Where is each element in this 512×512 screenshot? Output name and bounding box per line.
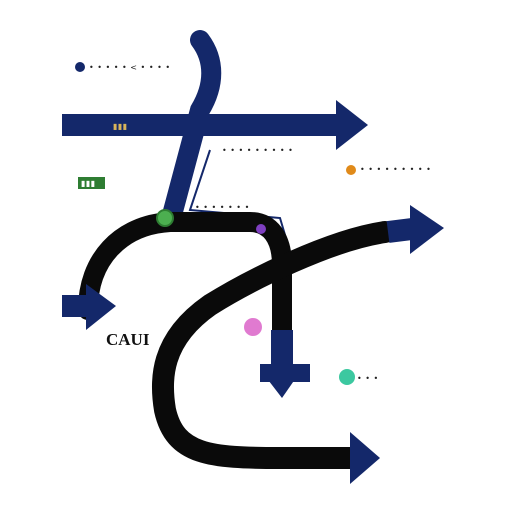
node-dot-icon [244, 318, 262, 336]
arrow-right-icon [350, 432, 380, 484]
navy-marker-label: ▮▮▮ [113, 122, 128, 131]
green-tag [78, 177, 105, 189]
arrow-right-icon [410, 205, 444, 254]
node-dot-icon [256, 224, 266, 234]
green-tag-label: ▮▮▮ [81, 179, 96, 188]
bottom-right-label: • • • [357, 374, 379, 383]
node-dot-icon [156, 209, 174, 227]
center-mid-label: • • • • • • • [195, 203, 250, 212]
arrow-right-icon [336, 100, 368, 150]
node-dot-icon [75, 62, 85, 72]
city-name-label: CAUI [106, 330, 150, 349]
top-left-label: • • • • • < • • • • [89, 63, 171, 72]
center-arrow-cap [260, 364, 310, 382]
navy-vertical-route [162, 30, 222, 225]
black-lower-swoop-route [151, 221, 396, 469]
node-dot-icon [339, 369, 355, 385]
node-dot-icon [346, 165, 356, 175]
arrow-right-icon [86, 284, 116, 330]
center-top-label: • • • • • • • • • [222, 146, 293, 155]
right-label: • • • • • • • • • [360, 165, 431, 174]
